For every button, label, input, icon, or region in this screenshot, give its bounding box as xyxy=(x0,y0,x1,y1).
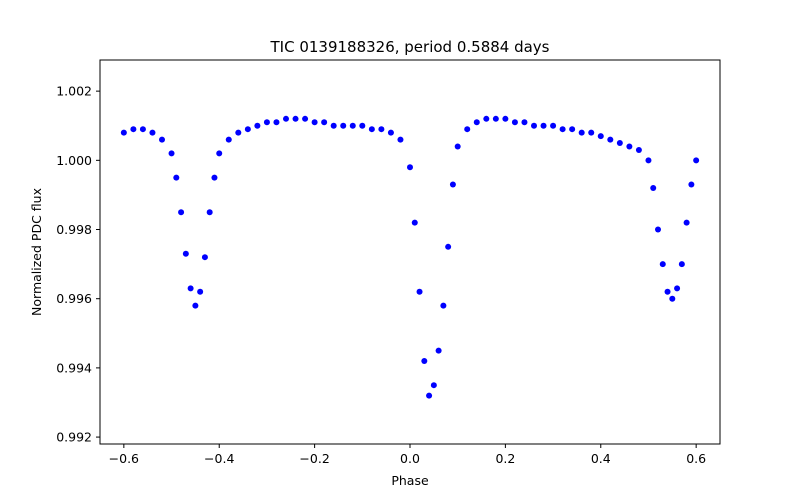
data-point xyxy=(302,115,309,122)
data-point xyxy=(201,254,208,261)
data-point xyxy=(130,126,137,133)
data-point xyxy=(206,209,213,216)
data-point xyxy=(149,129,156,136)
data-point xyxy=(421,357,428,364)
data-point xyxy=(483,115,490,122)
data-point xyxy=(187,285,194,292)
data-point xyxy=(521,119,528,126)
data-point xyxy=(254,122,261,129)
data-point xyxy=(492,115,499,122)
data-point xyxy=(626,143,633,150)
data-point xyxy=(139,126,146,133)
x-tick-label: −0.6 xyxy=(109,451,139,466)
data-point xyxy=(650,185,657,191)
data-point xyxy=(659,261,666,268)
x-axis: −0.6 −0.4 −0.2 0.0 0.2 0.4 0.6 xyxy=(109,444,706,466)
data-point xyxy=(683,219,690,226)
data-point xyxy=(674,285,681,292)
data-point xyxy=(416,288,423,295)
data-point xyxy=(435,347,442,354)
data-point xyxy=(378,126,385,133)
y-tick-label: 1.000 xyxy=(56,153,92,168)
data-point xyxy=(635,146,642,153)
data-point xyxy=(330,122,337,129)
data-point xyxy=(359,122,366,129)
data-point xyxy=(445,243,452,250)
y-tick-label: 0.992 xyxy=(56,430,92,445)
plot-area xyxy=(100,60,720,444)
data-point xyxy=(211,174,218,181)
data-point xyxy=(550,122,557,129)
data-point xyxy=(244,126,251,133)
x-tick-label: 0.2 xyxy=(495,451,515,466)
data-point xyxy=(340,122,347,129)
data-point xyxy=(216,150,223,157)
data-point xyxy=(473,119,480,126)
data-point xyxy=(292,115,299,122)
data-point xyxy=(225,136,232,143)
data-point xyxy=(655,226,661,233)
data-point xyxy=(368,126,375,133)
data-point xyxy=(192,302,199,309)
x-tick-label: 0.0 xyxy=(400,451,420,466)
data-point xyxy=(678,261,685,268)
data-point xyxy=(311,119,318,126)
y-axis-label: Normalized PDC flux xyxy=(29,188,44,316)
data-point xyxy=(669,295,676,302)
data-point xyxy=(578,129,585,136)
data-point xyxy=(588,129,595,136)
data-point xyxy=(349,122,356,129)
x-tick-label: 0.6 xyxy=(686,451,706,466)
data-point xyxy=(454,143,461,150)
data-point xyxy=(430,382,437,389)
data-point xyxy=(120,129,127,136)
data-point xyxy=(178,209,185,216)
data-point xyxy=(559,126,566,133)
data-point xyxy=(502,115,509,122)
data-point xyxy=(263,119,270,126)
data-point xyxy=(397,136,404,143)
data-point xyxy=(688,181,695,188)
data-point xyxy=(182,250,189,257)
data-point xyxy=(426,392,433,399)
x-tick-label: 0.4 xyxy=(591,451,611,466)
x-axis-label: Phase xyxy=(391,473,429,488)
data-point xyxy=(173,174,180,181)
data-point xyxy=(540,122,547,129)
y-tick-label: 0.994 xyxy=(56,360,92,375)
x-tick-label: −0.4 xyxy=(204,451,234,466)
data-point xyxy=(387,129,394,136)
data-point xyxy=(511,119,518,126)
x-tick-label: −0.2 xyxy=(299,451,329,466)
data-point xyxy=(616,140,623,147)
data-point xyxy=(407,164,413,171)
y-tick-label: 1.002 xyxy=(56,84,92,99)
data-point xyxy=(235,129,242,136)
data-point xyxy=(464,126,471,133)
data-point xyxy=(159,136,165,143)
data-point xyxy=(197,288,204,295)
data-point xyxy=(168,150,175,157)
data-point xyxy=(607,136,614,143)
data-point xyxy=(449,181,456,188)
data-point xyxy=(664,288,671,295)
scatter-points xyxy=(120,115,700,399)
chart-title: TIC 0139188326, period 0.5884 days xyxy=(269,38,549,56)
data-point xyxy=(569,126,576,133)
y-tick-label: 0.998 xyxy=(56,222,92,237)
data-point xyxy=(693,157,700,164)
data-point xyxy=(273,119,280,126)
data-point xyxy=(645,157,652,164)
data-point xyxy=(411,219,418,226)
data-point xyxy=(440,302,447,309)
data-point xyxy=(531,122,537,129)
data-point xyxy=(321,119,328,126)
y-tick-label: 0.996 xyxy=(56,291,92,306)
data-point xyxy=(597,133,604,140)
y-axis: 0.992 0.994 0.996 0.998 1.000 1.002 xyxy=(56,84,100,445)
data-point xyxy=(283,115,289,122)
